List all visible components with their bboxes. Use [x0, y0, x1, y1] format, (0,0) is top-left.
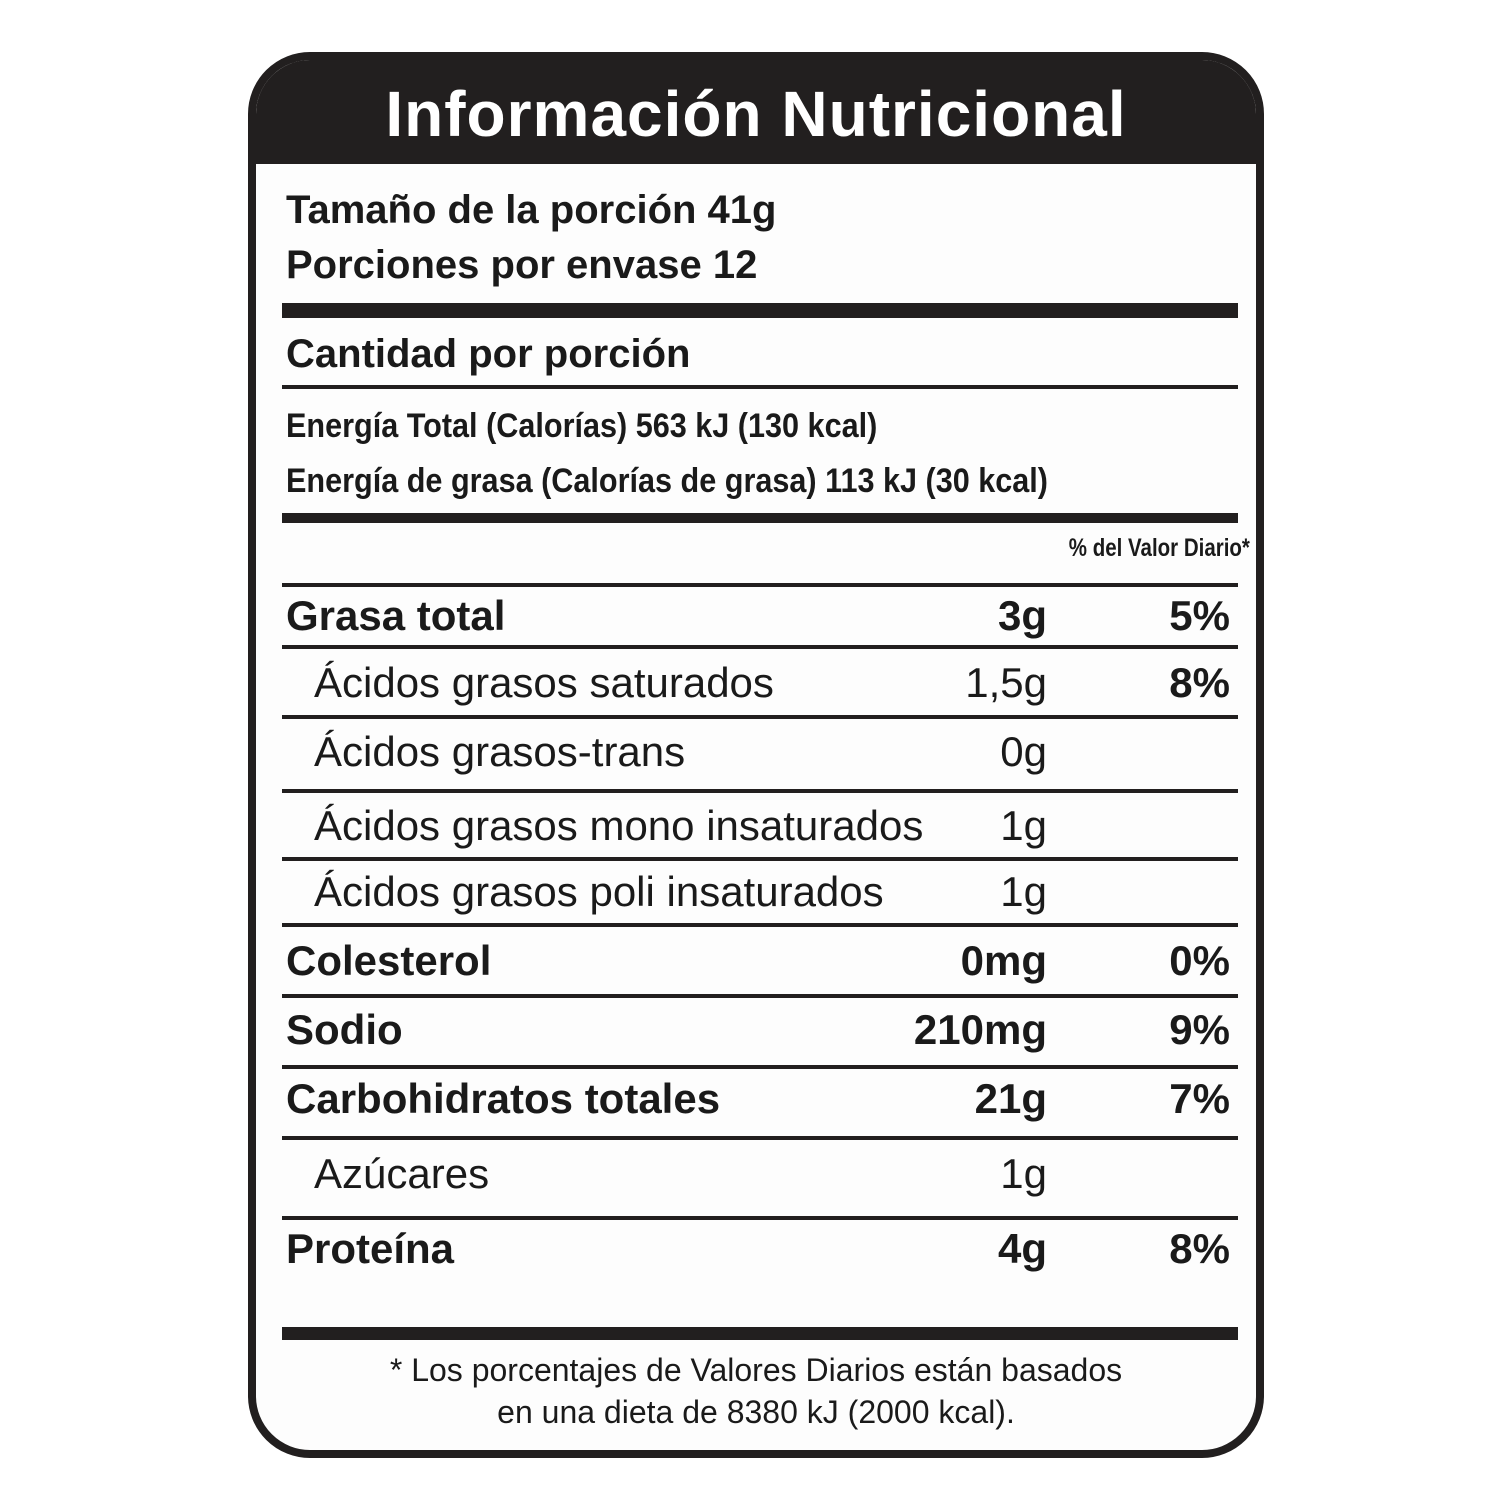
rule — [282, 994, 1238, 998]
rule — [282, 385, 1238, 389]
footnote: en una dieta de 8380 kJ (2000 kcal). — [497, 1394, 1015, 1431]
daily-value: 5% — [1169, 591, 1230, 639]
title: Información Nutricional — [385, 78, 1127, 150]
rule — [282, 789, 1238, 793]
daily-value: 8% — [1169, 658, 1230, 706]
energy-fat: Energía de grasa (Calorías de grasa) 113… — [286, 462, 1049, 501]
nutrient-amount: 0mg — [960, 936, 1047, 984]
rule — [282, 583, 1238, 587]
daily-value: 8% — [1169, 1224, 1230, 1272]
rule — [282, 715, 1238, 719]
nutrient-amount: 1g — [1000, 867, 1047, 915]
nutrient-name: Proteína — [286, 1224, 455, 1272]
rule — [282, 857, 1238, 861]
daily-value: 0% — [1169, 936, 1230, 984]
nutrient-name: Sodio — [286, 1005, 403, 1053]
nutrient-amount: 1g — [1000, 801, 1047, 849]
sub-nutrient-name: Ácidos grasos poli insaturados — [314, 867, 884, 915]
sub-nutrient-name: Ácidos grasos mono insaturados — [314, 801, 924, 849]
rule — [282, 1136, 1238, 1140]
energy-total: Energía Total (Calorías) 563 kJ (130 kca… — [286, 407, 878, 446]
rule — [282, 1327, 1238, 1340]
rule — [282, 1216, 1238, 1220]
rule — [282, 645, 1238, 649]
nutrition-label: Información Nutricional Tamaño de la por… — [248, 52, 1264, 1458]
nutrient-amount: 1,5g — [965, 658, 1047, 706]
footnote: * Los porcentajes de Valores Diarios est… — [389, 1352, 1123, 1389]
daily-value: 7% — [1169, 1074, 1230, 1122]
serving-size: Tamaño de la porción 41g — [286, 188, 777, 232]
servings-per-container: Porciones por envase 12 — [286, 243, 758, 287]
nutrient-amount: 4g — [997, 1224, 1047, 1272]
nutrient-name: Colesterol — [286, 936, 492, 984]
dv-header: % del Valor Diario* — [1068, 534, 1250, 563]
nutrient-amount: 0g — [1000, 727, 1047, 775]
rule — [282, 923, 1238, 927]
daily-value: 9% — [1169, 1005, 1230, 1053]
rule — [282, 303, 1238, 318]
nutrient-name: Grasa total — [286, 591, 506, 639]
amount-header: Cantidad por porción — [286, 332, 691, 376]
nutrient-amount: 3g — [997, 591, 1047, 639]
rule — [282, 513, 1238, 523]
nutrient-amount: 210mg — [913, 1005, 1047, 1053]
nutrient-amount: 21g — [974, 1074, 1047, 1122]
nutrient-name: Carbohidratos totales — [286, 1074, 721, 1122]
sub-nutrient-name: Ácidos grasos-trans — [314, 727, 686, 775]
rule — [282, 1065, 1238, 1069]
header-band: Información Nutricional — [256, 60, 1256, 164]
sub-nutrient-name: Azúcares — [314, 1149, 490, 1197]
nutrient-amount: 1g — [1000, 1149, 1047, 1197]
sub-nutrient-name: Ácidos grasos saturados — [314, 658, 774, 706]
